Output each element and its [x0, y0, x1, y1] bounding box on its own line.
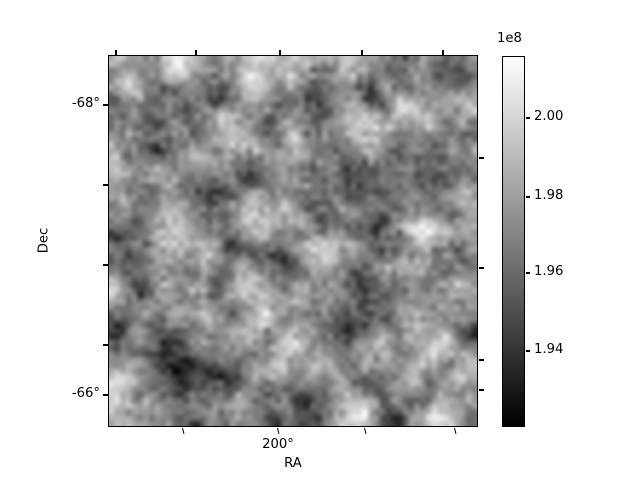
colorbar-tick-3: [526, 350, 530, 352]
x-tick-top-1: [195, 50, 197, 55]
x-tick-top-3: [361, 50, 363, 55]
y-tick-left-4: [103, 394, 108, 396]
colorbar-offset-text: 1e8: [497, 31, 522, 46]
x-tick-bottom-1: [277, 427, 281, 434]
colorbar-tick-1: [526, 196, 530, 198]
x-tick-bottom-0: [182, 427, 186, 434]
colorbar-tick-0: [526, 117, 530, 119]
y-tick-label-0: -68°: [71, 96, 100, 111]
y-tick-right-1: [479, 267, 484, 269]
y-tick-left-3: [103, 344, 108, 346]
sky-map-axes[interactable]: [108, 55, 478, 427]
x-tick-bottom-2: [364, 427, 368, 434]
x-tick-top-2: [279, 50, 281, 55]
y-tick-label-1: -66°: [71, 386, 100, 401]
sky-map-image: [109, 56, 477, 426]
colorbar-tick-label-3: 1.94: [534, 342, 564, 357]
y-tick-right-3: [479, 389, 484, 391]
y-tick-right-2: [479, 359, 484, 361]
x-tick-top-4: [442, 50, 444, 55]
x-tick-bottom-3: [454, 427, 458, 434]
y-axis-label: Dec: [36, 227, 52, 254]
y-tick-right-0: [479, 157, 484, 159]
y-tick-left-0: [103, 104, 108, 106]
x-tick-top-0: [115, 50, 117, 55]
colorbar-tick-label-1: 1.98: [534, 188, 564, 203]
colorbar-tick-label-0: 2.00: [534, 109, 564, 124]
y-tick-left-2: [103, 264, 108, 266]
y-tick-left-1: [103, 184, 108, 186]
colorbar-tick-label-2: 1.96: [534, 264, 564, 279]
x-axis-label: RA: [284, 456, 302, 471]
colorbar-tick-2: [526, 272, 530, 274]
x-tick-label-0: 200°: [262, 437, 294, 452]
colorbar[interactable]: [502, 56, 525, 427]
